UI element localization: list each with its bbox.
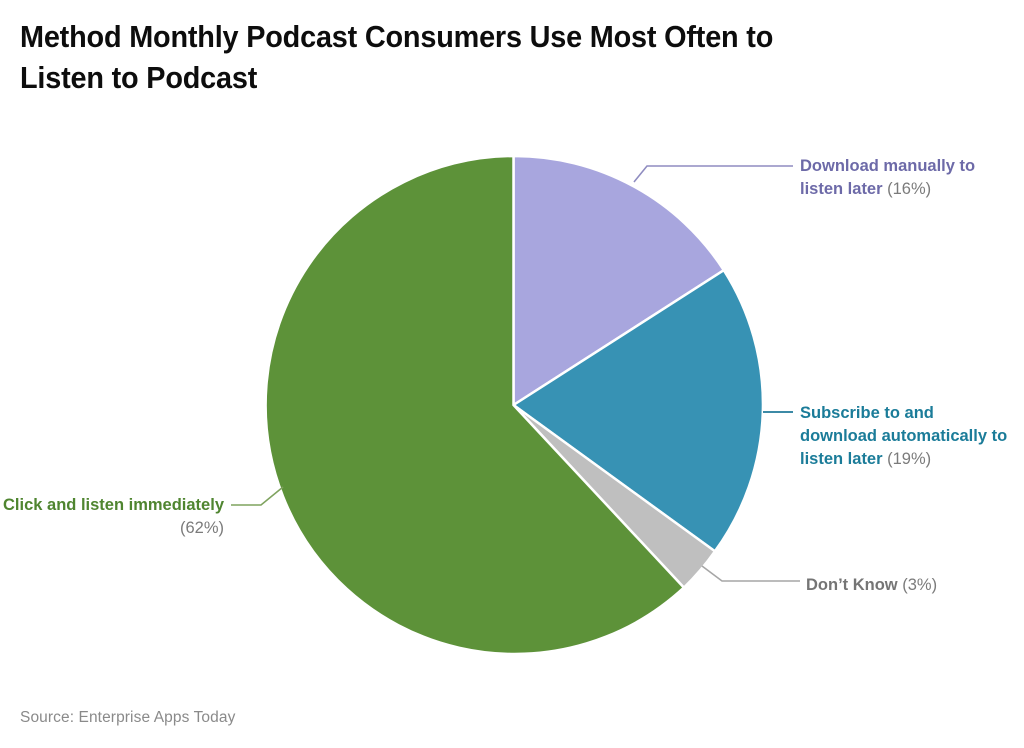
slice-label-subscribe-pct: (19%) xyxy=(887,450,932,468)
chart-plot-area: Download manually to listen later (16%) … xyxy=(0,154,1016,656)
source-note: Source: Enterprise Apps Today xyxy=(20,709,236,726)
slice-label-click-pct: (62%) xyxy=(179,519,224,537)
slice-label-dontknow-pct: (3%) xyxy=(902,576,938,594)
pie-slice-subscribe[interactable] xyxy=(511,268,765,554)
pie-slice-click[interactable] xyxy=(264,154,686,656)
leader-line-download xyxy=(633,165,793,183)
leader-line-click xyxy=(231,486,284,506)
pie-slice-download[interactable] xyxy=(512,154,726,408)
pie-chart xyxy=(231,154,800,656)
slice-label-subscribe: Subscribe to and download automatically … xyxy=(800,402,1015,471)
slice-label-click-text: Click and listen immediately xyxy=(3,496,224,514)
slice-label-subscribe-text: Subscribe to and download automatically … xyxy=(800,404,1008,468)
slice-label-dontknow-text: Don’t Know xyxy=(806,576,898,594)
slice-label-dontknow: Don’t Know (3%) xyxy=(806,574,1016,597)
slice-label-download-text: Download manually to listen later xyxy=(800,157,976,198)
slice-label-download: Download manually to listen later (16%) xyxy=(800,155,1015,201)
leader-line-dontknow xyxy=(701,565,800,582)
slice-label-download-pct: (16%) xyxy=(887,180,932,198)
slice-label-click: Click and listen immediately (62%) xyxy=(0,494,224,540)
page-title: Method Monthly Podcast Consumers Use Mos… xyxy=(20,19,774,95)
